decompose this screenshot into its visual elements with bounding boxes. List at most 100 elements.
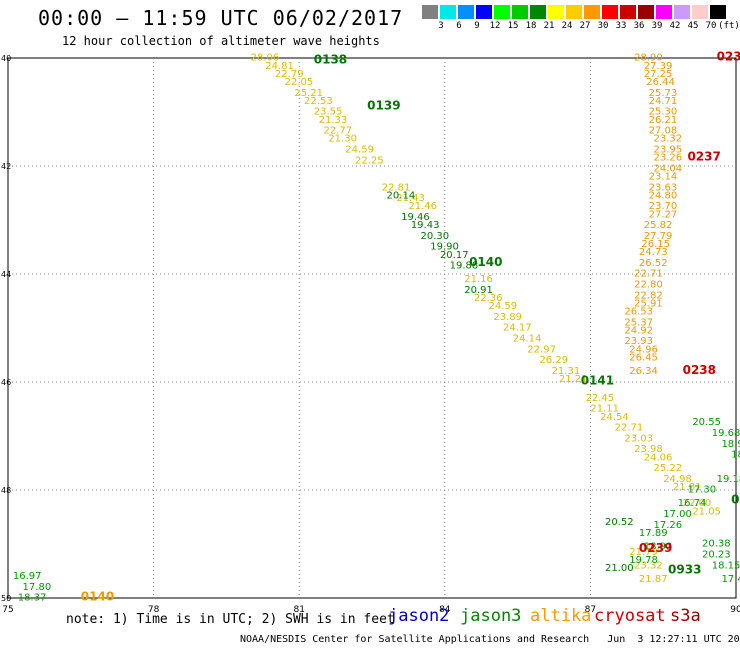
wave-height-value: 24.92	[624, 325, 653, 336]
scale-swatch	[584, 5, 600, 19]
wave-height-value: 21.00	[605, 563, 634, 574]
satellite-jason2: jason2	[388, 606, 450, 626]
wave-height-value: 21.11	[590, 404, 619, 415]
scale-swatch	[620, 5, 636, 19]
wave-height-value: 24.71	[649, 96, 678, 107]
scale-swatch	[566, 5, 582, 19]
wave-height-value: 26.29	[539, 355, 568, 366]
wave-height-value: 23.55	[314, 107, 343, 118]
wave-height-value: 19.90	[430, 242, 459, 253]
wave-height-value: 22.80	[634, 280, 663, 291]
pass-time-label: 0140	[469, 255, 502, 269]
wave-height-value: 20.23	[702, 550, 731, 561]
wave-height-value: 22.25	[355, 155, 384, 166]
wave-height-value: 20.38	[702, 539, 731, 550]
satellite-jason3: jason3	[460, 606, 522, 626]
scale-label: 6	[456, 21, 462, 31]
wave-height-value: 20.55	[692, 417, 721, 428]
wave-height-value: 19.68	[712, 428, 740, 439]
wave-height-value: 20.14	[387, 190, 416, 201]
wave-height-value: 17.89	[639, 528, 668, 539]
wave-height-value: 23.95	[653, 145, 682, 156]
scale-label: 9	[474, 21, 480, 31]
wave-height-value: 20.30	[421, 231, 450, 242]
scale-label: 33	[615, 21, 627, 31]
scale-label: 3	[438, 21, 444, 31]
wave-height-value: 23.89	[493, 312, 522, 323]
pass-time-label: 0933	[668, 563, 701, 577]
scale-label: 27	[579, 21, 591, 31]
wave-height-value: 22.79	[275, 69, 304, 80]
scale-swatch	[440, 5, 456, 19]
pass-time-label: 0237	[687, 150, 720, 164]
scale-label: 39	[651, 21, 663, 31]
x-tick-label: 81	[293, 605, 304, 615]
wave-height-value: 18.37	[18, 593, 47, 604]
x-tick-label: 75	[2, 605, 13, 615]
wave-height-value: 18.92	[644, 541, 673, 552]
wave-height-value: 23.32	[653, 134, 682, 145]
wave-height-value: 25.22	[653, 463, 682, 474]
scale-swatch	[512, 5, 528, 19]
wave-height-value: 20.52	[605, 517, 634, 528]
wave-height-value: 25.82	[644, 220, 673, 231]
x-tick-label: 87	[585, 605, 596, 615]
scale-swatch	[602, 5, 618, 19]
y-tick-label: 50	[1, 594, 11, 603]
wave-height-value: 27.79	[644, 231, 673, 242]
wave-height-value: 23.63	[649, 182, 678, 193]
wave-height-value: 22.53	[304, 96, 333, 107]
satellite-s3a: s3a	[670, 606, 701, 626]
wave-height-value: 19.43	[411, 220, 440, 231]
wave-height-value: 20.91	[464, 285, 493, 296]
wave-height-value: 26.45	[629, 352, 658, 363]
wave-height-value: 28.90	[634, 53, 663, 64]
wave-height-value: 24.04	[653, 163, 682, 174]
wave-height-value: 17.30	[687, 485, 716, 496]
x-tick-label: 84	[439, 605, 451, 615]
scale-label: 18	[525, 21, 537, 31]
wave-height-value: 23.70	[649, 201, 678, 212]
scale-swatch	[476, 5, 492, 19]
wave-height-value: 21.30	[328, 134, 357, 145]
wave-height-value: 21.43	[396, 193, 425, 204]
scale-label: 42	[669, 21, 681, 31]
wave-height-value: 26.34	[629, 366, 658, 377]
scale-swatch	[710, 5, 726, 19]
wave-height-value: 19.18	[717, 474, 740, 485]
wave-height-value: 24.54	[600, 412, 629, 423]
wave-height-value: 25.30	[649, 107, 678, 118]
wave-height-value: 25.37	[624, 317, 653, 328]
wave-height-value: 19.78	[629, 555, 658, 566]
y-tick-label: 42	[1, 162, 11, 171]
wave-height-value: 26.21	[649, 115, 678, 126]
wave-height-value: 23.26	[653, 153, 682, 164]
wave-height-value: 18.10	[731, 450, 740, 461]
wave-height-value: 26.53	[624, 307, 653, 318]
scale-label: 30	[597, 21, 609, 31]
scale-label: 21	[543, 21, 555, 31]
wave-height-value: 23.98	[634, 444, 663, 455]
wave-height-value: 19.88	[450, 261, 479, 272]
scale-swatch	[692, 5, 708, 19]
wave-height-value: 23.14	[649, 172, 678, 183]
wave-height-value: 24.96	[629, 344, 658, 355]
wave-height-value: 22.77	[323, 126, 352, 137]
wave-height-value: 19.46	[401, 212, 430, 223]
wave-height-value: 26.15	[641, 239, 670, 250]
wave-height-value: 27.39	[644, 61, 673, 72]
wave-height-value: 21.79	[629, 547, 658, 558]
wave-height-value: 24.14	[513, 334, 542, 345]
map-subtitle: 12 hour collection of altimeter wave hei…	[62, 34, 380, 48]
wave-height-value: 16.74	[678, 498, 707, 509]
wave-height-value: 25.91	[634, 298, 663, 309]
scale-label: 45	[687, 21, 699, 31]
wave-height-value: 17.46	[721, 574, 740, 585]
pass-time-label: 0139	[367, 98, 400, 112]
scale-swatch	[458, 5, 474, 19]
wave-height-value: 22.81	[382, 182, 411, 193]
wave-height-value: 21.46	[408, 201, 437, 212]
wave-height-value: 22.97	[527, 344, 556, 355]
wave-height-value: 27.08	[649, 126, 678, 137]
wave-height-value: 22.36	[474, 293, 503, 304]
